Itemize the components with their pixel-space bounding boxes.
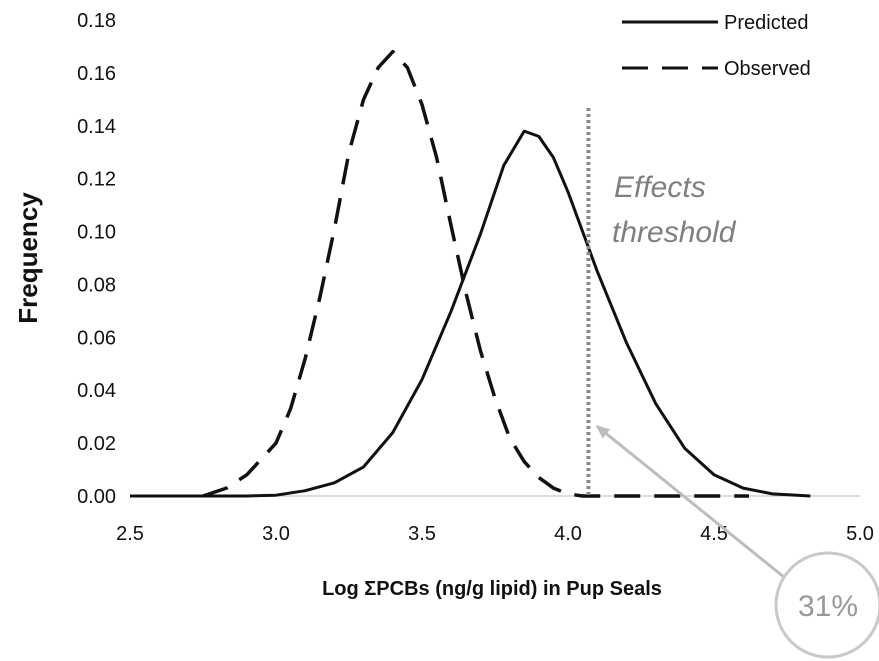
y-tick-label: 0.02 (77, 433, 116, 455)
callout-arrow (595, 425, 801, 592)
callout-percent-label: 31% (798, 590, 858, 623)
y-tick-labels: 0.00 0.02 0.04 0.06 0.08 0.10 0.12 0.14 0.16 0.18 (77, 10, 116, 508)
x-tick-label: 5.0 (846, 523, 874, 545)
y-tick-label: 0.06 (77, 327, 116, 349)
x-tick-label: 3.0 (262, 523, 290, 545)
callout-circle (774, 551, 879, 659)
series-layer (130, 49, 811, 498)
series-line-predicted (130, 129, 811, 498)
y-tick-label: 0.04 (77, 380, 116, 402)
x-tick-label: 2.5 (116, 523, 144, 545)
y-tick-label: 0.12 (77, 169, 116, 191)
legend-label-predicted: Predicted (724, 12, 809, 34)
legend: Predicted Observed (622, 12, 811, 80)
y-tick-label: 0.14 (77, 116, 116, 138)
x-axis-label: Log ΣPCBs (ng/g lipid) in Pup Seals (322, 578, 662, 600)
x-tick-labels: 2.5 3.0 3.5 4.0 4.5 5.0 (116, 523, 874, 545)
y-tick-label: 0.00 (77, 486, 116, 508)
y-axis-label: Frequency (13, 192, 43, 324)
y-tick-label: 0.10 (77, 222, 116, 244)
y-tick-label: 0.18 (77, 10, 116, 32)
x-tick-label: 4.5 (700, 523, 728, 545)
legend-label-observed: Observed (724, 58, 811, 80)
series-line-observed (202, 49, 749, 498)
y-tick-label: 0.08 (77, 274, 116, 296)
x-tick-label: 3.5 (408, 523, 436, 545)
threshold-label-effects: Effects (614, 171, 706, 204)
threshold-label-threshold: threshold (612, 216, 737, 249)
y-tick-label: 0.16 (77, 63, 116, 85)
x-tick-label: 4.0 (554, 523, 582, 545)
